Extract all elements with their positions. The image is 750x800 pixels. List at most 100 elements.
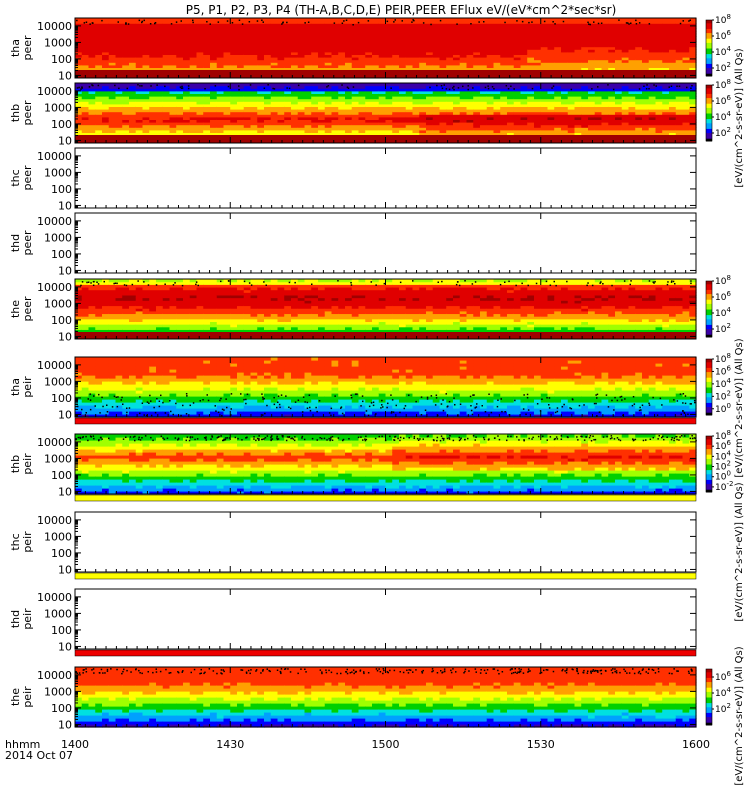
- colorbar-cell: [706, 121, 712, 124]
- colorbar-cell: [706, 281, 712, 283]
- colorbar-cell: [706, 138, 712, 141]
- colorbar-cell: [706, 300, 712, 303]
- colorbar-cell: [706, 437, 712, 440]
- dropout-points: [75, 435, 697, 442]
- panel-label: the peer: [9, 296, 34, 322]
- y-tick-label: 10000: [37, 281, 72, 294]
- colorbar-cell: [706, 489, 712, 492]
- colorbar-cell: [706, 120, 712, 122]
- spectrogram-image: [75, 357, 697, 418]
- colorbar-cell: [706, 455, 712, 458]
- colorbar-cell: [706, 101, 712, 104]
- colorbar-cell: [706, 330, 712, 332]
- colorbar-cell: [706, 90, 712, 93]
- colorbar-cell: [706, 292, 712, 295]
- colorbar-title-peer-mid: [eV/(cm^2-s-sr-eV)] (All Qs): [734, 338, 745, 477]
- colorbar-cell: [706, 720, 712, 723]
- y-tick-label: 10000: [37, 85, 72, 98]
- spectrogram-image: [75, 18, 697, 71]
- colorbar-cell: [706, 699, 712, 702]
- colorbar-cell: [706, 52, 712, 55]
- colorbar-cell: [706, 685, 712, 688]
- colorbar-tick-label: 100: [715, 402, 731, 415]
- colorbar-cell: [706, 331, 712, 334]
- panel-label-line: peer: [21, 296, 34, 322]
- colorbar-cell: [706, 89, 712, 92]
- colorbar-cell: [706, 406, 712, 409]
- colorbar-cell: [706, 39, 712, 42]
- colorbar-cell: [706, 71, 712, 74]
- y-tick-label: 1000: [44, 231, 72, 244]
- colorbar-cell: [706, 50, 712, 53]
- colorbar-cell: [706, 99, 712, 101]
- colorbar-cell: [706, 673, 712, 676]
- colorbar-cell: [706, 486, 712, 489]
- colorbar-cell: [706, 29, 712, 32]
- y-tick-label: 100: [51, 392, 72, 405]
- colorbar-cell: [706, 670, 712, 673]
- colorbar-cell: [706, 325, 712, 328]
- colorbar-cell: [706, 669, 712, 671]
- colorbar: 102 104 106: [705, 668, 731, 726]
- spectrogram-image: [75, 434, 697, 495]
- colorbar-cell: [706, 712, 712, 715]
- colorbar-cell: [706, 20, 712, 22]
- y-tick-label: 10: [58, 134, 72, 147]
- panel-label: thb peer: [9, 100, 34, 126]
- colorbar-cell: [706, 409, 712, 412]
- time-tick-label: 1600: [682, 738, 710, 751]
- time-axis: hhmm 2014 Oct 07 1400 1430 1500 1530 1600: [5, 738, 710, 762]
- colorbar-cell: [706, 473, 712, 476]
- colorbar-cell: [706, 86, 712, 89]
- colorbar-cell: [706, 695, 712, 698]
- y-tick-label: 10000: [37, 591, 72, 604]
- colorbar-cell: [706, 124, 712, 127]
- colorbar-cell: [706, 67, 712, 70]
- colorbar-frame: [705, 435, 713, 493]
- colorbar-cell: [706, 475, 712, 478]
- y-tick-label: 10: [58, 330, 72, 343]
- panel-label-line: peir: [21, 453, 34, 475]
- colorbar-tick-label: 106: [715, 364, 731, 377]
- y-tick-label: 100: [51, 314, 72, 327]
- colorbar-cell: [706, 399, 712, 402]
- colorbar-cell: [706, 692, 712, 695]
- colorbar-cell: [706, 448, 712, 451]
- panel-label-line: thd: [9, 610, 22, 628]
- colorbar-cell: [706, 468, 712, 471]
- colorbar-cell: [706, 310, 712, 313]
- colorbar-cell: [706, 681, 712, 684]
- colorbar-cell: [706, 49, 712, 52]
- y-tick-label: 10000: [37, 359, 72, 372]
- y-tick-label: 10: [58, 563, 72, 576]
- spectrogram-image: [75, 279, 697, 333]
- colorbar-cell: [706, 314, 712, 317]
- colorbar-cell: [706, 106, 712, 108]
- colorbar-cell: [706, 459, 712, 462]
- panel-label: tha peer: [9, 35, 34, 61]
- colorbar-cell: [706, 136, 712, 139]
- panel-frame: [74, 212, 697, 274]
- colorbar-cell: [706, 108, 712, 111]
- colorbar-cell: [706, 48, 712, 50]
- colorbar-cell: [706, 378, 712, 381]
- colorbar-tick-label: 104: [715, 449, 731, 462]
- colorbar-cell: [706, 36, 712, 39]
- colorbar-cell: [706, 719, 712, 722]
- colorbar-cell: [706, 367, 712, 370]
- y-tick-label: 100: [51, 469, 72, 482]
- colorbar-cell: [706, 706, 712, 709]
- colorbar-cell: [706, 363, 712, 366]
- colorbar-tick-label: 102: [715, 322, 731, 335]
- colorbar-cell: [706, 454, 712, 457]
- panel-label-line: tha: [9, 39, 22, 57]
- colorbar-cell: [706, 316, 712, 318]
- colorbar-cell: [706, 321, 712, 324]
- colorbar-titles: [eV/(cm^2-s-sr-eV)] (All Qs) [eV/(cm^2-s…: [734, 48, 745, 785]
- colorbar-cell: [706, 46, 712, 49]
- colorbar-cell: [706, 87, 712, 90]
- colorbar-tick-label: 104: [715, 45, 731, 58]
